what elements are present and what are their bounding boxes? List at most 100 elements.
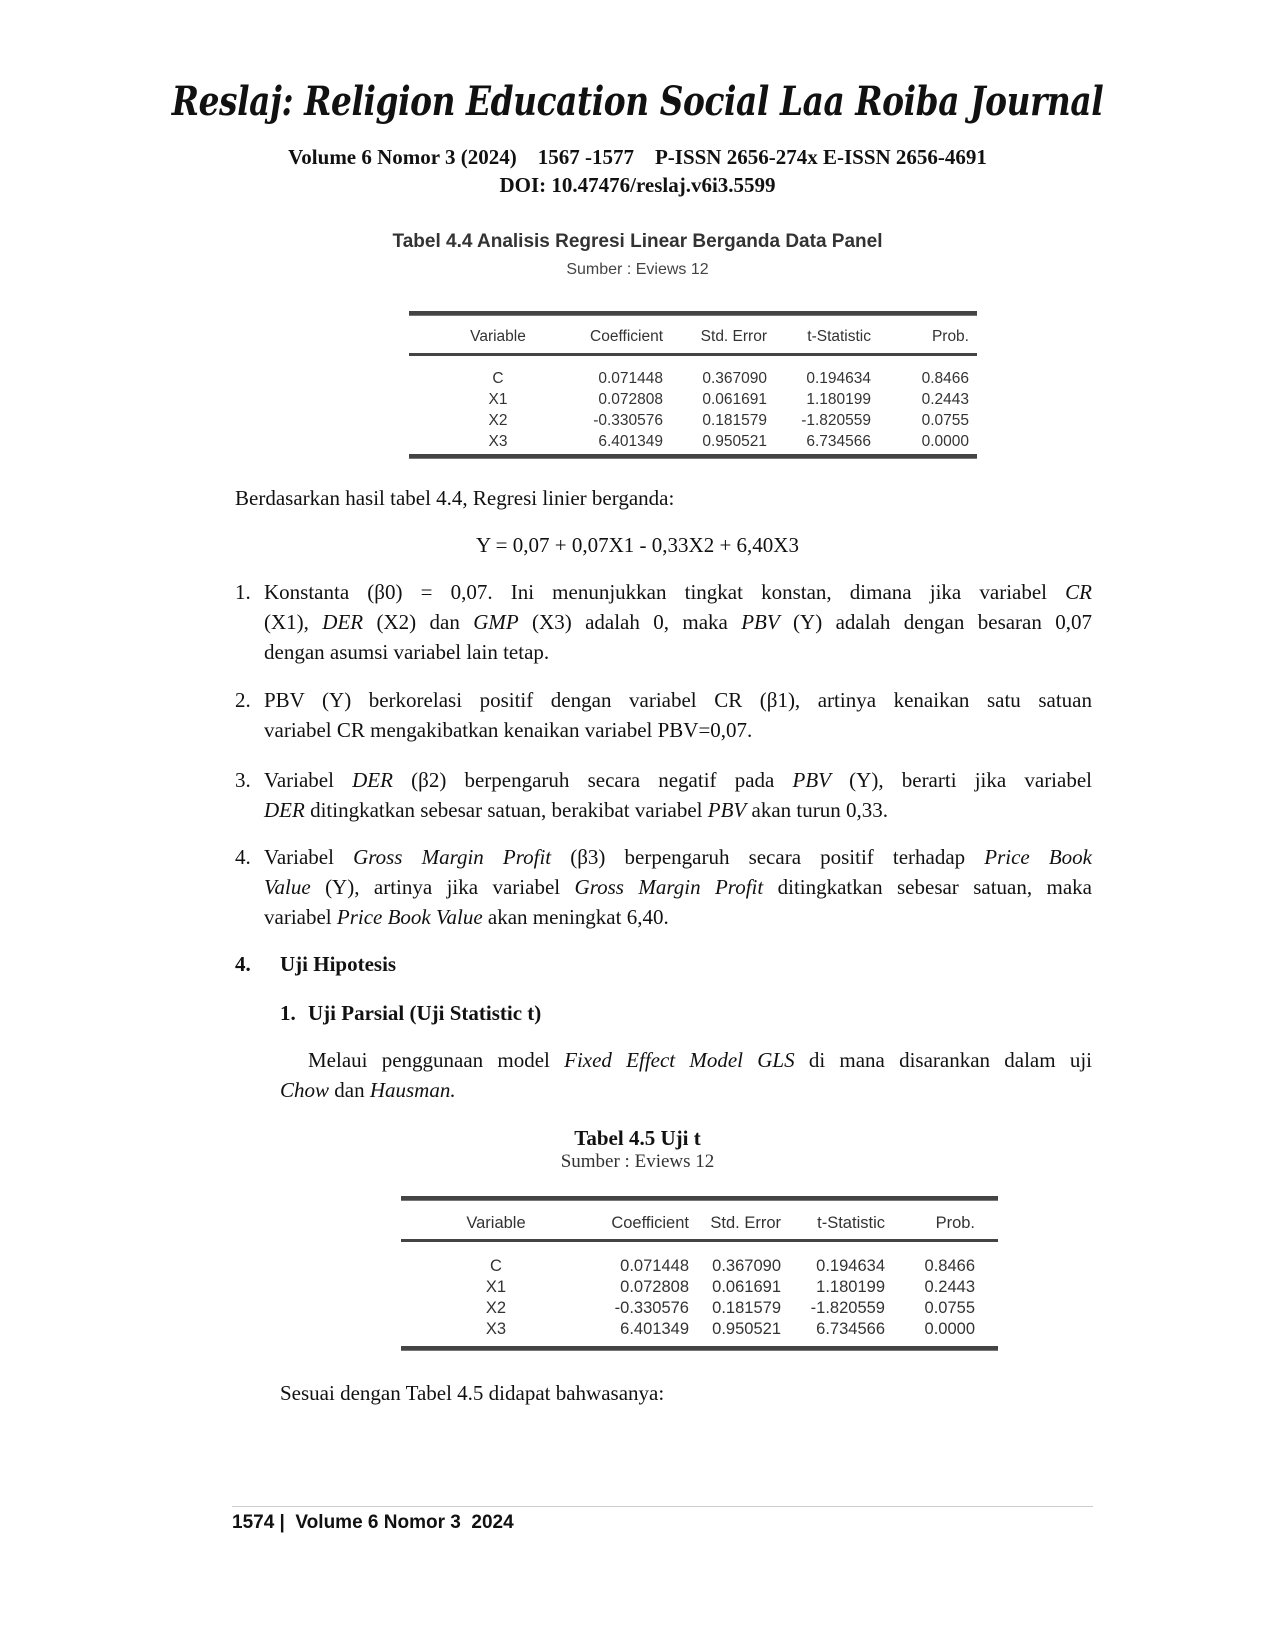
table-header-cell: Prob. xyxy=(931,328,969,345)
table-cell: 0.0755 xyxy=(921,412,969,429)
table-4-4-source: Sumber : Eviews 12 xyxy=(566,261,709,278)
list-item-line: (X1), DER (X2) dan GMP (X3) adalah 0, ma… xyxy=(264,607,1092,637)
table-header-cell: Prob. xyxy=(935,1214,975,1232)
table-cell: 0.072808 xyxy=(620,1278,689,1296)
table-4-4-caption: Tabel 4.4 Analisis Regresi Linear Bergan… xyxy=(392,231,883,252)
italic-term: Gross Margin Profit xyxy=(574,875,764,899)
table-header-cell: Coefficient xyxy=(611,1214,689,1232)
table-cell: 0.8466 xyxy=(924,1257,975,1275)
table-bottom-rule xyxy=(409,454,977,459)
text-segment: Melaui penggunaan model xyxy=(308,1048,565,1072)
text-segment: ditingkatkan sebesar satuan, maka xyxy=(763,875,1092,899)
list-item-line: Variabel Gross Margin Profit (β3) berpen… xyxy=(264,842,1092,872)
text-segment: dan xyxy=(329,1078,370,1102)
text-segment: akan turun 0,33. xyxy=(746,798,888,822)
text-segment: Konstanta (β0) = 0,07. Ini menunjukkan t… xyxy=(264,580,1066,604)
section-number: 4. xyxy=(235,952,251,976)
table-cell: X2 xyxy=(485,1299,507,1317)
text-segment: ditingkatkan sebesar satuan, berakibat v… xyxy=(304,798,708,822)
table-cell: X3 xyxy=(488,433,508,450)
italic-term: DER xyxy=(352,768,393,792)
italic-term: GMP xyxy=(473,610,519,634)
table-cell: C xyxy=(492,370,504,387)
table-cell: 0.2443 xyxy=(921,391,969,408)
table-header-cell: t-Statistic xyxy=(817,1214,885,1232)
list-item-number: 3. xyxy=(235,768,251,792)
list-item-number: 1. xyxy=(235,580,251,604)
text-segment: (β3) berpengaruh secara positif terhadap xyxy=(551,845,985,869)
list-item-number: 4. xyxy=(235,845,251,869)
table-cell: C xyxy=(490,1257,502,1275)
table-cell: X2 xyxy=(488,412,508,429)
table-cell: 6.734566 xyxy=(806,433,871,450)
table-cell: X1 xyxy=(485,1278,507,1296)
journal-title: Reslaj: Religion Education Social Laa Ro… xyxy=(171,78,1104,125)
italic-term: Gross Margin Profit xyxy=(353,845,552,869)
table-cell: 0.0755 xyxy=(924,1299,975,1317)
table-cell: 0.950521 xyxy=(702,433,767,450)
intro-text: Berdasarkan hasil tabel 4.4, Regresi lin… xyxy=(235,486,675,510)
paragraph-line: Chow dan Hausman. xyxy=(280,1075,456,1105)
table-cell: 0.061691 xyxy=(702,391,767,408)
italic-term: DER xyxy=(322,610,364,634)
table-cell: 0.194634 xyxy=(806,370,871,387)
table-header-cell: Std. Error xyxy=(710,1214,781,1232)
text-segment: (Y), berarti jika variabel xyxy=(831,768,1092,792)
table-cell: 0.367090 xyxy=(712,1257,781,1275)
italic-term: PBV xyxy=(792,768,831,792)
closing-text: Sesuai dengan Tabel 4.5 didapat bahwasan… xyxy=(280,1381,665,1405)
text-segment: (X2) dan xyxy=(363,610,474,634)
table-cell: 0.072808 xyxy=(598,391,663,408)
table-header-cell: Std. Error xyxy=(700,328,767,345)
italic-term: Fixed Effect Model GLS xyxy=(564,1048,795,1072)
table-header-rule xyxy=(401,1239,998,1242)
table-cell: 1.180199 xyxy=(806,391,871,408)
footer-divider xyxy=(232,1506,1093,1507)
table-cell: X3 xyxy=(485,1320,507,1338)
list-item-line: Value (Y), artinya jika variabel Gross M… xyxy=(264,872,1092,902)
table-cell: 1.180199 xyxy=(816,1278,885,1296)
table-cell: 0.0000 xyxy=(921,433,969,450)
italic-term: PBV xyxy=(707,798,747,822)
table-cell: -0.330576 xyxy=(614,1299,689,1317)
italic-term: Chow xyxy=(280,1078,330,1102)
subsection-title: Uji Parsial (Uji Statistic t) xyxy=(308,1001,542,1025)
list-item-line: variabel Price Book Value akan meningkat… xyxy=(264,902,669,932)
table-cell: X1 xyxy=(488,391,508,408)
table-cell: 0.0000 xyxy=(924,1320,975,1338)
italic-term: PBV xyxy=(741,610,780,634)
table-header-rule xyxy=(409,353,977,356)
text-segment: Variabel xyxy=(264,768,353,792)
text-segment: akan meningkat 6,40. xyxy=(482,905,669,929)
list-item-number: 2. xyxy=(235,688,251,712)
table-cell: 6.401349 xyxy=(620,1320,689,1338)
text-segment: PBV (Y) berkorelasi positif dengan varia… xyxy=(264,688,1092,712)
table-cell: -1.820559 xyxy=(810,1299,885,1317)
table-top-rule xyxy=(409,311,977,316)
table-bottom-rule xyxy=(401,1346,998,1351)
table-cell: 0.071448 xyxy=(620,1257,689,1275)
table-header-cell: t-Statistic xyxy=(807,328,871,345)
list-item-line: dengan asumsi variabel lain tetap. xyxy=(264,637,549,667)
table-header-cell: Variable xyxy=(470,328,526,345)
table-cell: 6.401349 xyxy=(598,433,663,450)
table-cell: 0.950521 xyxy=(712,1320,781,1338)
section-title: Uji Hipotesis xyxy=(280,952,397,976)
table-cell: 0.071448 xyxy=(598,370,663,387)
text-segment: Variabel xyxy=(264,845,354,869)
paragraph-line: Melaui penggunaan model Fixed Effect Mod… xyxy=(308,1045,1092,1075)
text-segment: variabel xyxy=(264,905,337,929)
table-cell: -1.820559 xyxy=(801,412,871,429)
italic-term: Price Book xyxy=(984,845,1093,869)
table-cell: 0.061691 xyxy=(712,1278,781,1296)
list-item-line: DER ditingkatkan sebesar satuan, berakib… xyxy=(264,795,888,825)
italic-term: Price Book Value xyxy=(336,905,483,929)
italic-term: Hausman. xyxy=(369,1078,456,1102)
italic-term: CR xyxy=(1065,580,1092,604)
text-segment: di mana disarankan dalam uji xyxy=(794,1048,1092,1072)
subsection-number: 1. xyxy=(280,1001,296,1025)
text-segment: (X3) adalah 0, maka xyxy=(518,610,742,634)
table-4-5-source: Sumber : Eviews 12 xyxy=(560,1151,715,1172)
list-item-line: variabel CR mengakibatkan kenaikan varia… xyxy=(264,715,752,745)
table-cell: 0.367090 xyxy=(702,370,767,387)
